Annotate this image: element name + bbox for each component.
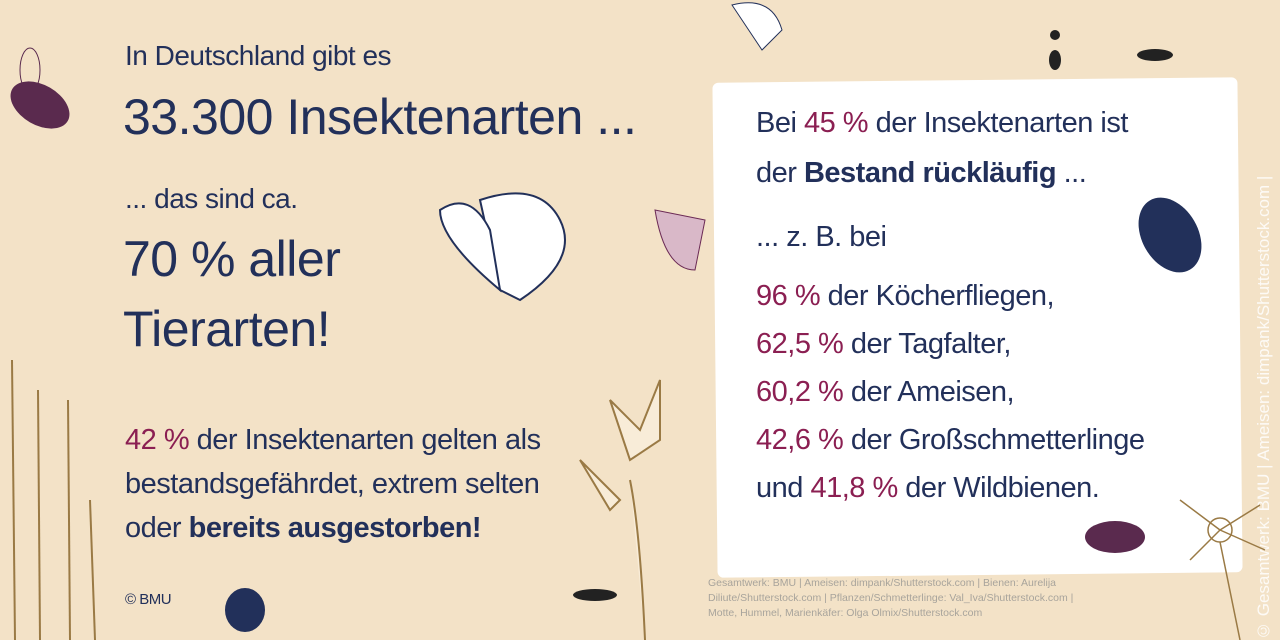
bee-icon [10, 47, 70, 129]
intro-text: In Deutschland gibt es [125, 40, 392, 71]
subline: ... das sind ca. [125, 183, 298, 214]
percent-headline-2: Tierarten! [123, 301, 331, 357]
copyright: © BMU [125, 591, 172, 608]
declining-percent: 45 % [803, 107, 869, 139]
bumblebee-icon [1138, 197, 1202, 273]
butterfly-icon [438, 192, 566, 302]
ant-icon [1137, 49, 1173, 61]
text: der Insektenarten ist [868, 107, 1129, 139]
lavender-icon [11, 359, 96, 640]
stat-item: 62,5 % der Tagfalter, [756, 328, 1011, 360]
stat-item: und 41,8 % der Wildbienen. [756, 472, 1100, 504]
card-text: Bei 45 % der Insektenarten ist der Besta… [756, 98, 1128, 262]
ant-icon [573, 589, 617, 601]
endangered-percent: 42 % [125, 424, 190, 456]
text: ... [1056, 157, 1087, 189]
butterfly-top-icon [731, 2, 783, 51]
text-bold: Bestand rückläufig [803, 157, 1057, 189]
stat-item: 42,6 % der Großschmetterlinge [756, 424, 1145, 456]
moth-icon [654, 209, 706, 271]
image-credits: Gesamtwerk: BMU | Ameisen: dimpank/Shutt… [708, 577, 1074, 619]
daisy-icon [1179, 499, 1266, 640]
stat-item: 96 % der Köcherfliegen, [756, 280, 1055, 312]
text: der Insektenarten gelten als [189, 424, 541, 456]
stat-item: 60,2 % der Ameisen, [756, 376, 1015, 408]
endangered-paragraph: 42 % der Insektenarten gelten als bestan… [125, 418, 541, 550]
stats-list: 96 % der Köcherfliegen, 62,5 % der Tagfa… [756, 272, 1145, 512]
ant-icon [1049, 30, 1061, 70]
text: der [756, 157, 804, 189]
ladybug-icon [225, 588, 265, 632]
lily-flower-icon [579, 379, 661, 640]
text: oder [125, 512, 189, 544]
percent-headline: 70 % aller [123, 231, 341, 287]
text: bestandsgefährdet, extrem selten [125, 468, 540, 500]
text-bold: bereits ausgestorben! [188, 512, 482, 544]
species-count-headline: 33.300 Insektenarten ... [123, 89, 637, 145]
text: Bei [756, 107, 804, 139]
text: ... z. B. bei [756, 221, 887, 253]
bee-icon [1085, 521, 1145, 553]
